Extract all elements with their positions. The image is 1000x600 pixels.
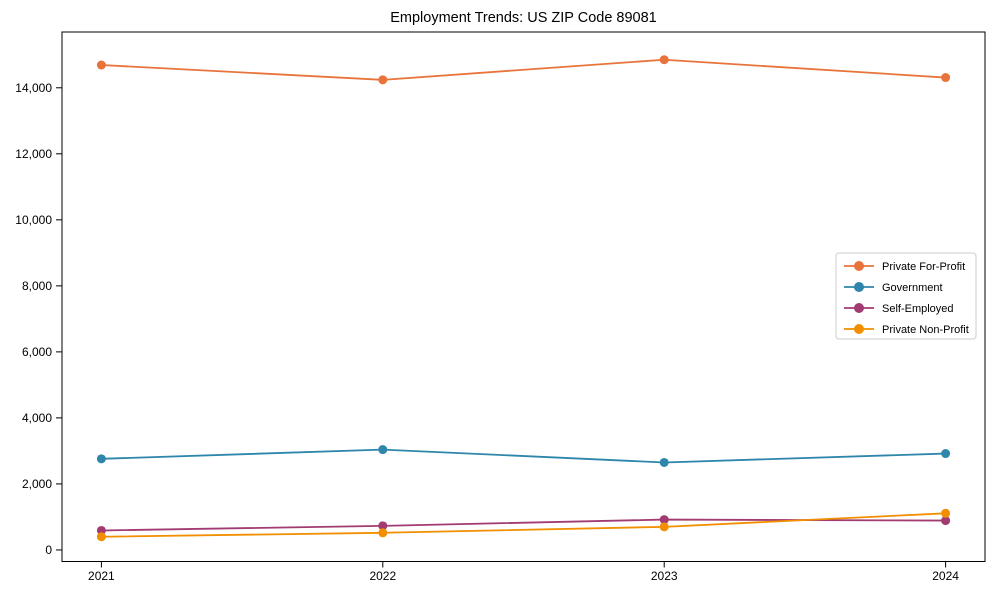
data-point-private-for-profit [659,55,669,65]
data-point-government [941,449,951,459]
plot-area-border [61,31,986,562]
chart-title: Employment Trends: US ZIP Code 89081 [390,10,657,26]
data-point-private-for-profit [378,75,388,85]
series-line-private-for-profit [101,58,946,81]
legend-sample-marker [854,324,864,334]
legend-box [835,252,977,340]
y-axis-tick-label: 8,000 [22,279,52,293]
series-line-private-non-profit [101,512,946,538]
y-axis-tick-label: 14,000 [15,81,52,95]
data-point-self-employed [941,516,951,526]
legend-sample-marker [854,261,864,271]
x-axis-tick-label: 2021 [88,569,115,583]
y-axis-tick-label: 6,000 [22,345,52,359]
data-point-private-non-profit [659,522,669,532]
legend-item-label: Government [882,282,943,294]
data-point-self-employed [96,525,106,535]
data-point-government [378,445,388,455]
y-axis-tick-label: 12,000 [15,147,52,161]
data-point-private-non-profit [941,508,951,518]
series-line-government [101,448,946,464]
series-line-self-employed [101,518,946,532]
legend-item-label: Private For-Profit [882,261,965,273]
data-point-private-non-profit [96,532,106,542]
x-axis-tick-label: 2024 [932,569,959,583]
legend-sample-marker [854,282,864,292]
x-axis-tick-label: 2022 [369,569,396,583]
y-axis-tick-label: 10,000 [15,213,52,227]
legend-item-label: Self-Employed [882,303,954,315]
y-axis-tick-label: 0 [45,543,52,557]
legend-item-label: Private Non-Profit [882,324,969,336]
y-axis-tick-label: 2,000 [22,477,52,491]
legend-sample-marker [854,303,864,313]
data-point-private-for-profit [96,60,106,70]
data-point-government [96,454,106,464]
data-point-self-employed [378,521,388,531]
y-axis-tick-label: 4,000 [22,411,52,425]
x-axis-tick-label: 2023 [651,569,678,583]
data-point-self-employed [659,515,669,525]
data-point-government [659,457,669,467]
data-point-private-for-profit [941,73,951,83]
data-point-private-non-profit [378,528,388,538]
